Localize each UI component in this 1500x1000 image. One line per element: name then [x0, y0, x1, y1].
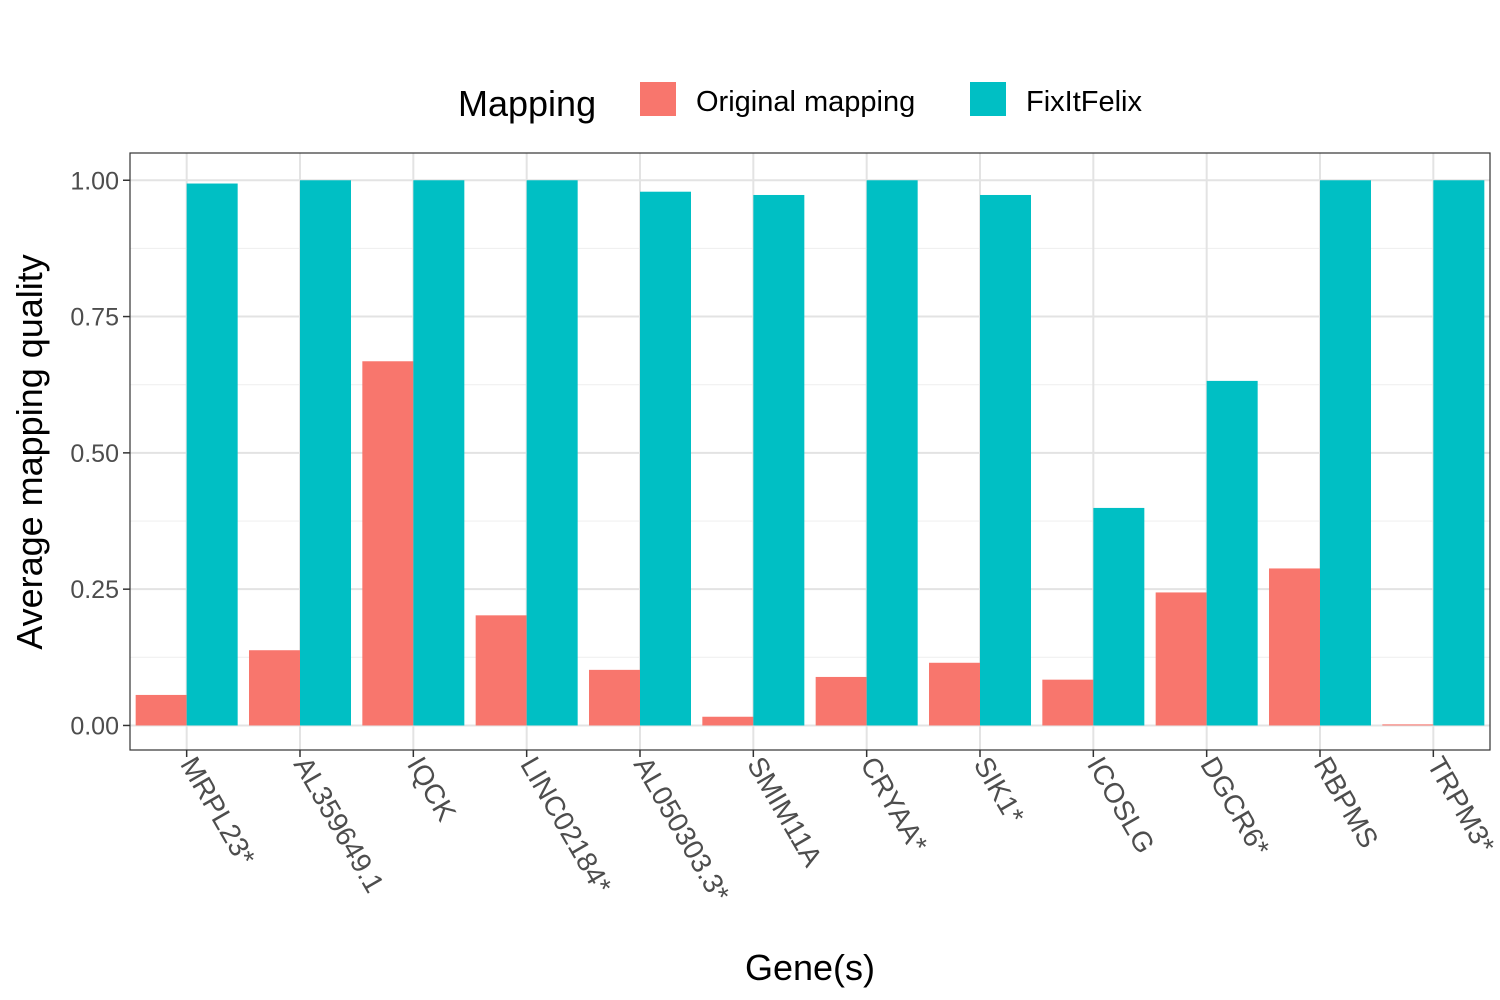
legend-title: Mapping: [458, 83, 596, 124]
bar-fixitfelix: [866, 180, 918, 726]
y-tick-label: 0.00: [70, 712, 119, 740]
bar-fixitfelix: [413, 180, 465, 726]
bar-original-mapping: [702, 716, 754, 726]
x-tick-label: DGCR6*: [1194, 752, 1275, 862]
y-tick-label: 1.00: [70, 167, 119, 195]
bar-fixitfelix: [640, 191, 691, 726]
bar-original-mapping: [1155, 592, 1207, 726]
bar-original-mapping: [135, 694, 187, 726]
bar-original-mapping: [249, 650, 300, 726]
bar-fixitfelix: [1320, 180, 1371, 726]
x-tick-label: AL359649.1: [288, 752, 390, 898]
bar-fixitfelix: [300, 180, 351, 726]
bar-original-mapping: [1382, 724, 1434, 726]
bar-fixitfelix: [1093, 507, 1145, 726]
bar-fixitfelix: [186, 183, 238, 726]
y-tick-label: 0.50: [70, 440, 119, 468]
bar-original-mapping: [1269, 568, 1320, 726]
bar-fixitfelix: [980, 194, 1031, 726]
x-tick-label: SIK1*: [968, 752, 1031, 830]
x-tick-label: RBPMS: [1308, 752, 1385, 854]
bar-fixitfelix: [1433, 180, 1485, 726]
y-axis-title: Average mapping quality: [9, 254, 50, 650]
bar-original-mapping: [475, 615, 527, 726]
x-tick-label: ICOSLG: [1081, 752, 1161, 859]
x-tick-label: AL050303.3*: [628, 752, 736, 908]
y-axis: 0.00 0.25 0.50 0.75 1.00: [70, 167, 130, 740]
x-tick-label: LINC02184*: [514, 752, 617, 900]
bar-original-mapping: [1042, 679, 1094, 726]
plot-border: [129, 152, 1491, 751]
x-tick-label: SMIM11A: [741, 752, 828, 872]
bar-original-mapping: [589, 669, 640, 726]
x-tick-label: IQCK: [401, 752, 462, 827]
bar-original-mapping: [815, 676, 867, 726]
y-tick-label: 0.25: [70, 576, 119, 604]
legend-label-fixitfelix: FixItFelix: [1026, 86, 1143, 118]
y-tick-label: 0.75: [70, 304, 119, 332]
bar-fixitfelix: [1206, 380, 1258, 726]
bar-fixitfelix: [753, 194, 805, 726]
x-tick-label: CRYAA*: [854, 752, 933, 858]
bar-original-mapping: [929, 662, 980, 726]
x-axis-title: Gene(s): [745, 947, 875, 988]
legend-swatch-fixitfelix: [970, 82, 1006, 116]
legend-label-original-mapping: Original mapping: [696, 86, 915, 118]
bars: [135, 180, 1485, 726]
legend-swatch-original-mapping: [640, 82, 676, 116]
bar-original-mapping: [362, 361, 414, 726]
bar-fixitfelix: [526, 180, 578, 726]
plot-panel: [130, 153, 1490, 750]
legend: Mapping Original mapping FixItFelix: [458, 82, 1143, 124]
x-axis: MRPL23* AL359649.1 IQCK LINC02184* AL050303.…: [174, 750, 1500, 907]
x-tick-label: MRPL23*: [174, 752, 261, 871]
x-tick-label: TRPM3*: [1421, 752, 1500, 859]
